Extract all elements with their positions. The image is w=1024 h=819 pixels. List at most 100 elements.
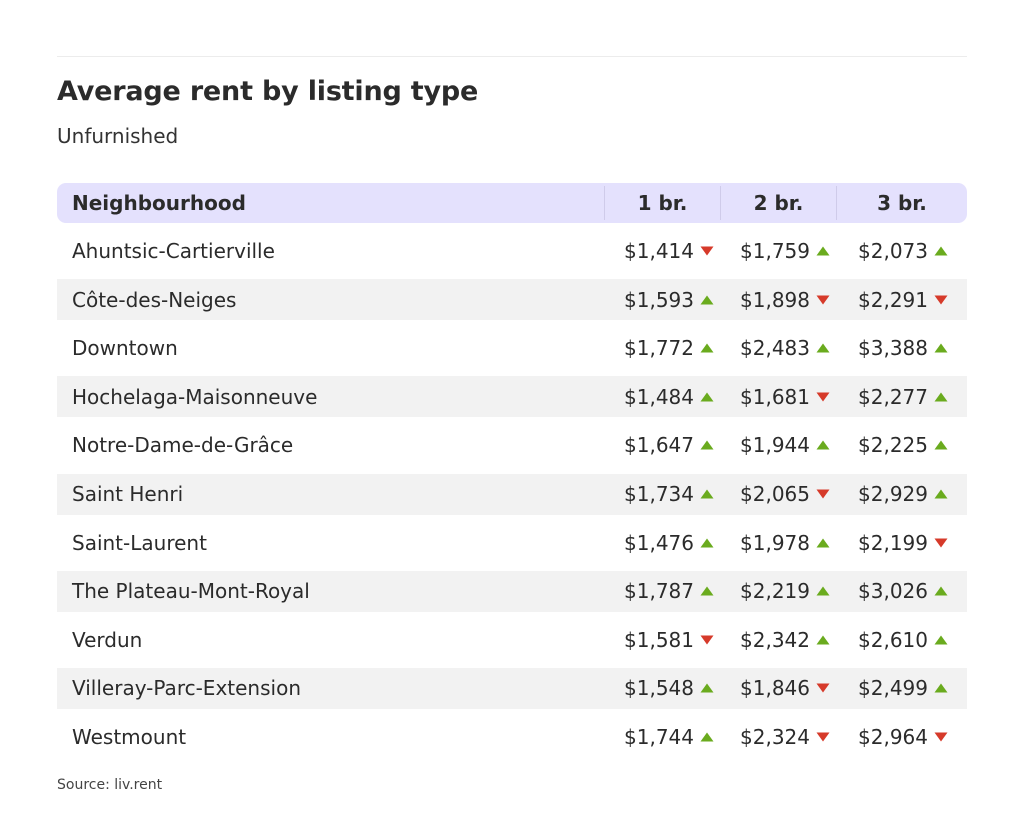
rent-value: $2,219 [740,579,810,604]
rent-value: $1,772 [624,336,694,361]
trend-down-icon [816,683,830,693]
rent-3br: $2,199 [836,531,967,555]
rent-2br: $2,483 [720,336,836,360]
neighbourhood-name: Ahuntsic-Cartierville [72,239,275,264]
neighbourhood-name: Notre-Dame-de-Grâce [72,433,294,458]
header-2br: 2 br. [720,186,836,220]
table-row: Verdun $1,581 $2,342 $2,610 [57,619,967,660]
subtitle: Unfurnished [57,124,179,148]
rent-1br: $1,772 [604,336,720,360]
trend-up-icon [934,683,948,693]
trend-up-icon [934,343,948,353]
neighbourhood-name: Downtown [72,336,178,361]
trend-down-icon [816,392,830,402]
rent-3br: $2,225 [836,433,967,457]
rent-3br: $2,277 [836,385,967,409]
rent-value: $1,744 [624,725,694,750]
rent-value: $2,277 [858,384,928,409]
rent-value: $2,964 [858,725,928,750]
rent-value: $1,898 [740,287,810,312]
rent-value: $2,483 [740,336,810,361]
trend-up-icon [700,392,714,402]
rent-3br: $2,499 [836,676,967,700]
rent-2br: $1,681 [720,385,836,409]
rent-3br: $2,964 [836,725,967,749]
rent-value: $1,759 [740,239,810,264]
rent-value: $2,199 [858,530,928,555]
rent-value: $1,647 [624,433,694,458]
rent-value: $1,414 [624,239,694,264]
trend-up-icon [816,538,830,548]
rent-value: $2,324 [740,725,810,750]
rent-value: $2,073 [858,239,928,264]
rent-value: $1,846 [740,676,810,701]
table-row: Saint-Laurent $1,476 $1,978 $2,199 [57,522,967,563]
trend-up-icon [700,489,714,499]
rent-1br: $1,548 [604,676,720,700]
neighbourhood-name: The Plateau-Mont-Royal [72,579,310,604]
rent-1br: $1,484 [604,385,720,409]
header-neighbourhood: Neighbourhood [72,191,246,215]
trend-up-icon [816,635,830,645]
rent-2br: $1,978 [720,531,836,555]
table-row: Côte-des-Neiges $1,593 $1,898 $2,291 [57,279,967,321]
neighbourhood-name: Villeray-Parc-Extension [72,676,301,701]
rent-1br: $1,647 [604,433,720,457]
rent-2br: $1,898 [720,288,836,312]
rent-value: $1,944 [740,433,810,458]
trend-up-icon [700,295,714,305]
trend-up-icon [816,440,830,450]
trend-up-icon [934,392,948,402]
trend-up-icon [700,586,714,596]
rent-value: $2,499 [858,676,928,701]
trend-down-icon [816,295,830,305]
trend-up-icon [816,586,830,596]
neighbourhood-name: Côte-des-Neiges [72,287,237,312]
rent-value: $1,978 [740,530,810,555]
header-1br: 1 br. [604,186,720,220]
rent-value: $1,681 [740,384,810,409]
rent-3br: $3,388 [836,336,967,360]
neighbourhood-name: Saint-Laurent [72,530,207,555]
rent-1br: $1,414 [604,239,720,263]
rent-value: $2,065 [740,482,810,507]
table-row: Downtown $1,772 $2,483 $3,388 [57,328,967,369]
rent-value: $2,610 [858,627,928,652]
trend-up-icon [816,246,830,256]
trend-down-icon [700,635,714,645]
rent-1br: $1,744 [604,725,720,749]
header-3br: 3 br. [836,186,967,220]
rent-value: $1,484 [624,384,694,409]
table-row: Hochelaga-Maisonneuve $1,484 $1,681 $2,277 [57,376,967,418]
rent-value: $2,291 [858,287,928,312]
divider [57,56,967,57]
rent-value: $2,225 [858,433,928,458]
rent-1br: $1,734 [604,482,720,506]
trend-down-icon [816,732,830,742]
rent-table: Neighbourhood 1 br. 2 br. 3 br. Ahuntsic… [57,183,967,758]
rent-1br: $1,787 [604,579,720,603]
rent-value: $1,734 [624,482,694,507]
rent-3br: $2,929 [836,482,967,506]
rent-value: $1,593 [624,287,694,312]
trend-up-icon [934,635,948,645]
rent-2br: $2,324 [720,725,836,749]
source-note: Source: liv.rent [57,777,163,793]
page-title: Average rent by listing type [57,76,479,107]
table-row: The Plateau-Mont-Royal $1,787 $2,219 $3,026 [57,570,967,612]
trend-up-icon [700,343,714,353]
rent-value: $1,548 [624,676,694,701]
trend-up-icon [934,489,948,499]
rent-2br: $2,342 [720,628,836,652]
table-row: Westmount $1,744 $2,324 $2,964 [57,717,967,758]
rent-2br: $2,065 [720,482,836,506]
rent-3br: $2,073 [836,239,967,263]
neighbourhood-name: Saint Henri [72,482,184,507]
table-row: Saint Henri $1,734 $2,065 $2,929 [57,473,967,515]
rent-value: $2,929 [858,482,928,507]
trend-up-icon [700,683,714,693]
rent-value: $3,026 [858,579,928,604]
rent-value: $1,787 [624,579,694,604]
trend-down-icon [934,538,948,548]
trend-down-icon [816,489,830,499]
